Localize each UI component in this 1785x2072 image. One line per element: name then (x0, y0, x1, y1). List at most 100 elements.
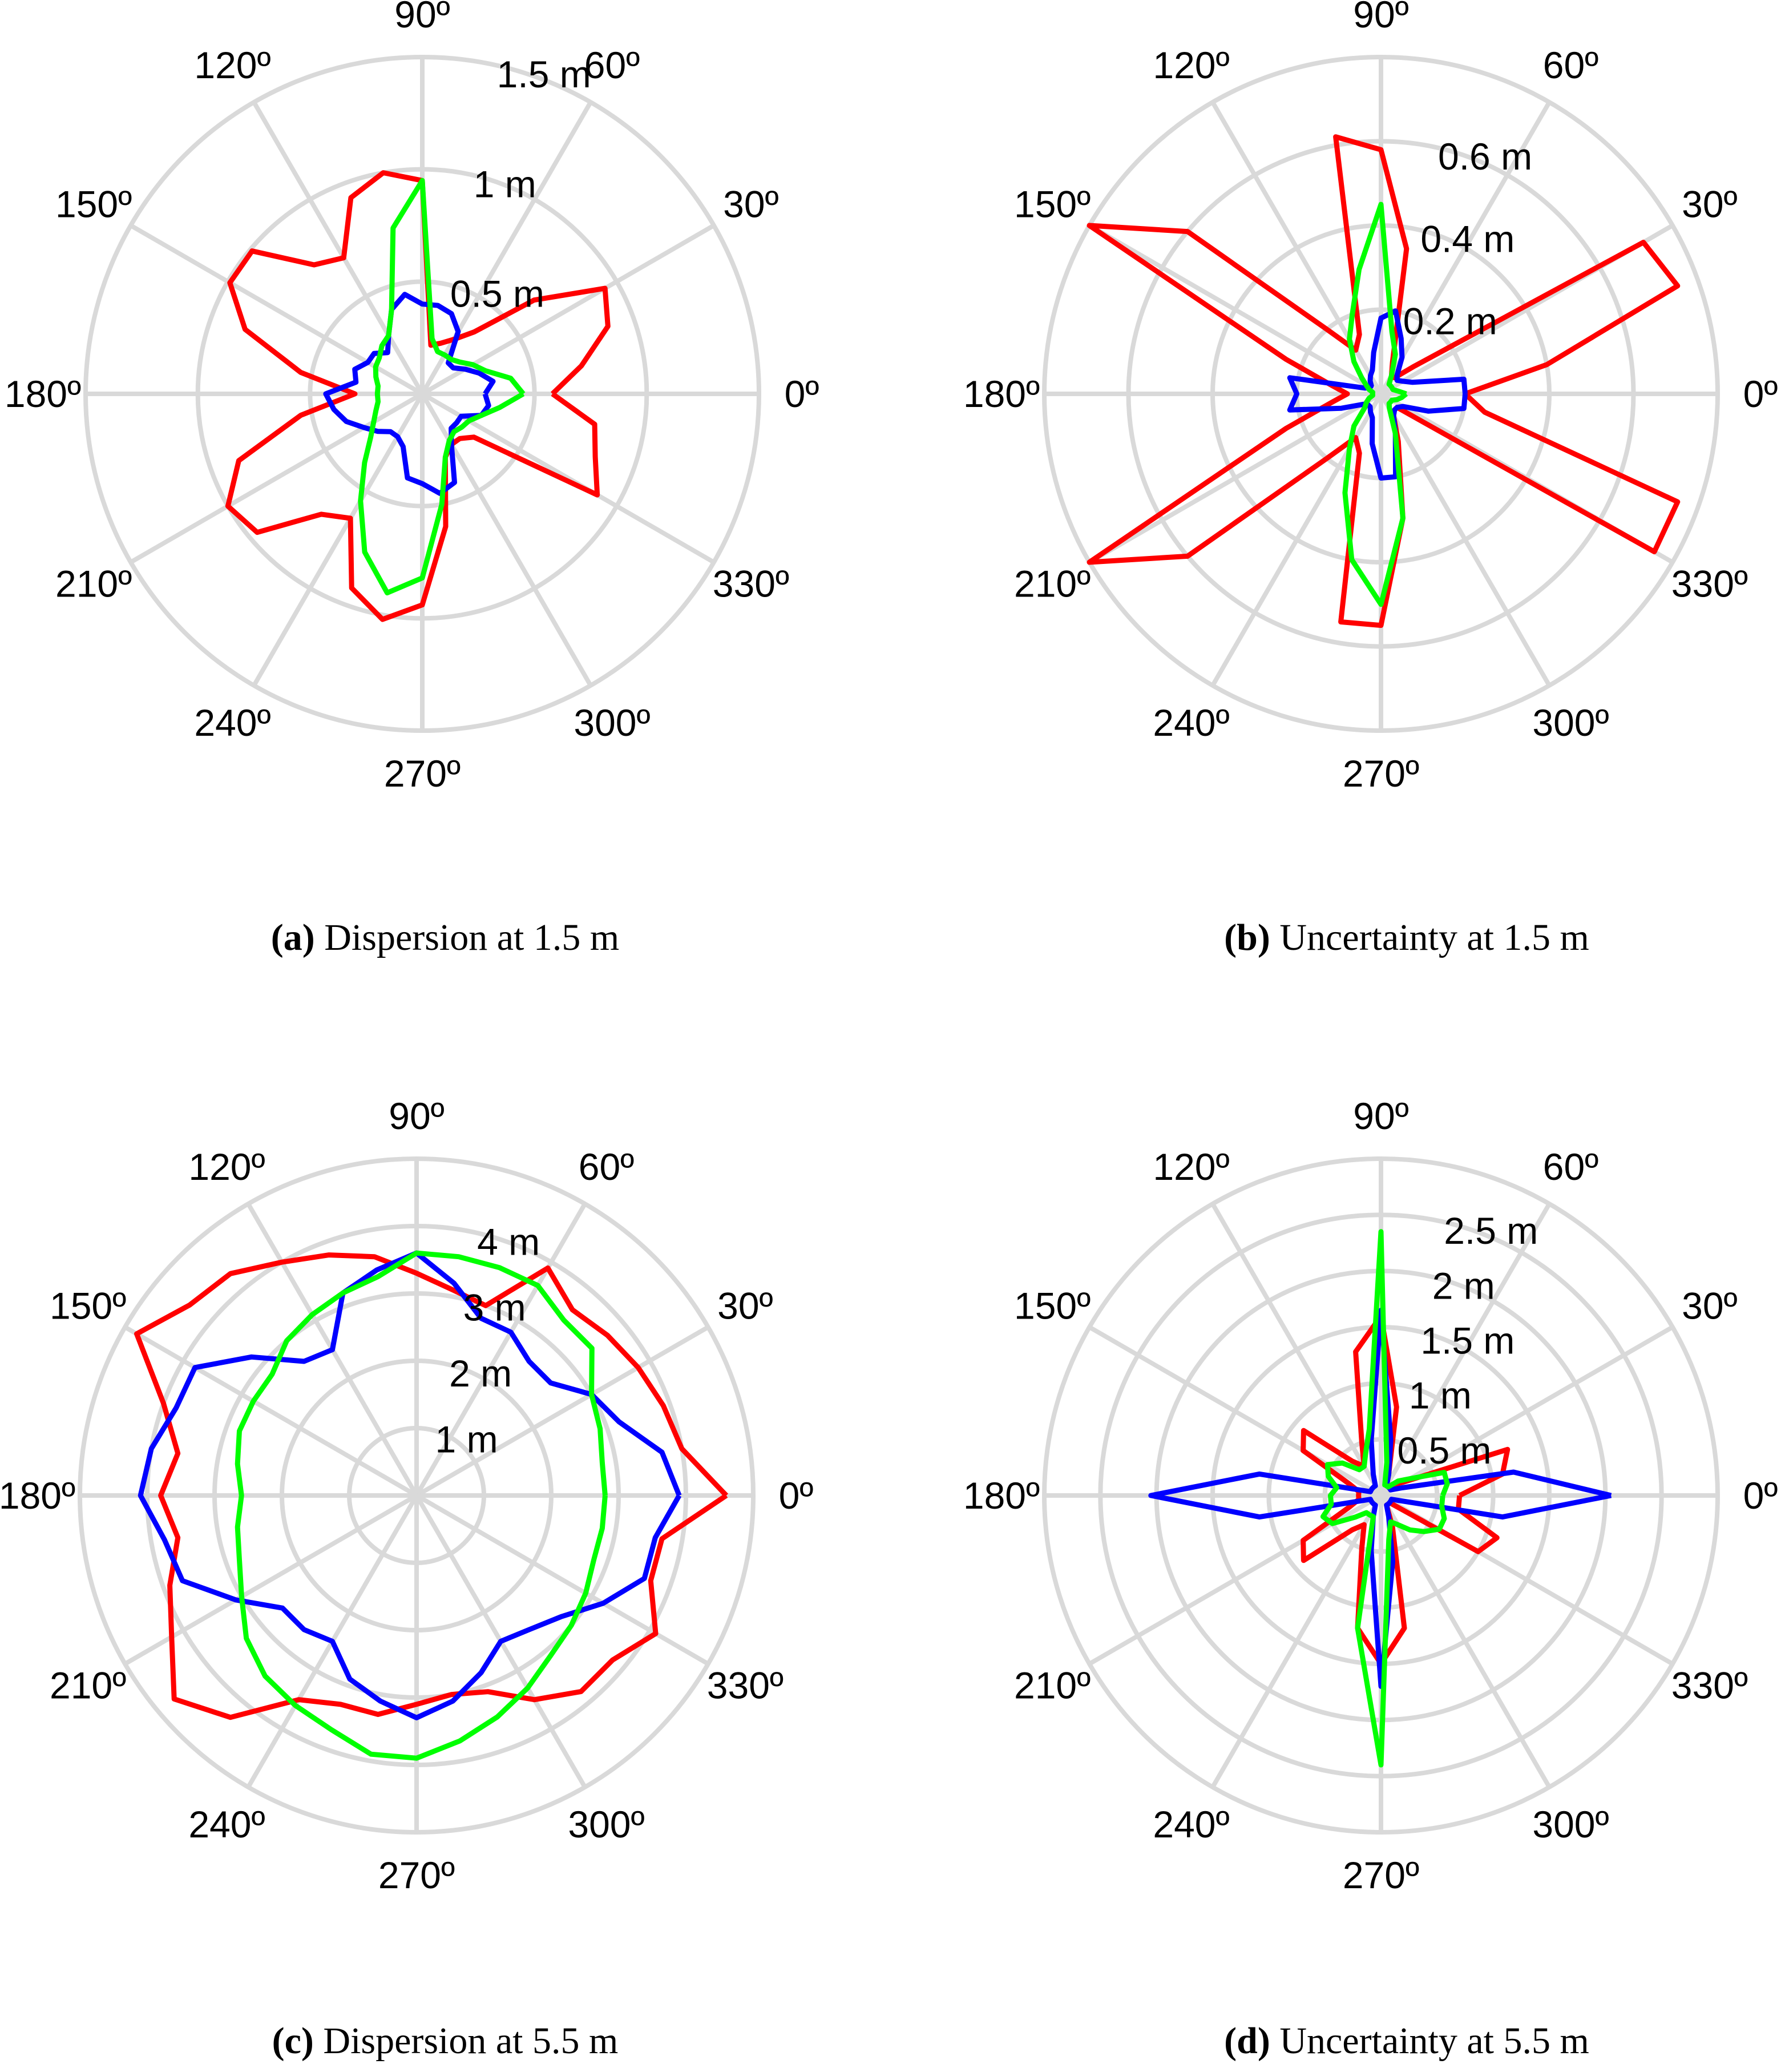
angle-tick-label: 30º (1682, 183, 1738, 225)
angle-tick-label: 60º (584, 44, 640, 86)
angle-tick-label: 210º (50, 1664, 126, 1707)
angle-tick-label: 30º (1682, 1285, 1738, 1327)
radial-tick-label: 0.5 m (1397, 1429, 1491, 1472)
angle-tick-label: 30º (723, 183, 779, 225)
grid-spoke (1210, 1494, 1383, 1788)
radial-tick-label: 2 m (449, 1352, 512, 1394)
angle-tick-label: 270º (1343, 1854, 1419, 1896)
grid-spoke (414, 1203, 587, 1497)
angle-tick-label: 300º (1532, 1803, 1609, 1845)
angle-tick-label: 270º (384, 752, 461, 795)
radial-tick-label: 0.5 m (450, 273, 544, 315)
caption-a: (a) Dispersion at 1.5 m (271, 916, 619, 960)
angle-tick-label: 300º (574, 702, 650, 744)
caption-d: (d) Uncertainty at 5.5 m (1224, 2019, 1589, 2063)
angle-tick-label: 150º (1014, 183, 1091, 225)
angle-tick-label: 30º (717, 1285, 773, 1327)
radial-tick-label: 0.6 m (1438, 135, 1532, 178)
grid-spoke (1088, 1325, 1383, 1498)
radial-tick-label: 1 m (474, 163, 536, 205)
angle-tick-label: 300º (568, 1803, 644, 1845)
angle-tick-label: 330º (707, 1664, 784, 1707)
grid-spoke (1379, 1494, 1552, 1788)
series-line-1 (134, 1252, 729, 1720)
series-line-3 (235, 1250, 608, 1761)
radial-tick-label: 2.5 m (1444, 1210, 1538, 1252)
angle-tick-label: 120º (1153, 1146, 1229, 1188)
grid-spoke (124, 1325, 418, 1498)
series-line-2 (138, 1250, 682, 1720)
angle-tick-label: 210º (55, 563, 132, 605)
radial-tick-label: 1.5 m (1420, 1319, 1515, 1361)
grid-spoke (1379, 392, 1552, 687)
angle-tick-label: 330º (1671, 1664, 1748, 1707)
grid-spoke (1210, 1203, 1383, 1497)
series-line-3 (1342, 201, 1408, 607)
angle-tick-label: 180º (0, 1474, 75, 1517)
grid-spoke (1088, 223, 1383, 396)
grid-spoke (1379, 1203, 1552, 1497)
radial-tick-label: 0.4 m (1420, 217, 1515, 260)
angle-tick-label: 60º (1543, 1146, 1599, 1188)
grid-spoke (420, 101, 593, 396)
caption-text-c: Dispersion at 5.5 m (323, 2020, 619, 2062)
grid-spoke (252, 392, 425, 687)
polar-chart-b: 0º 30º 60º 90º 120º 150º 180º 210º 240º 270º 300º 3… (963, 0, 1778, 795)
angle-tick-label: 150º (1014, 1285, 1091, 1327)
angle-tick-label: 270º (1343, 752, 1419, 795)
series-line-2 (323, 292, 496, 496)
angle-tick-label: 120º (188, 1146, 265, 1188)
radial-tick-label: 1 m (1409, 1374, 1472, 1417)
angle-tick-label: 180º (5, 373, 81, 415)
grid-spoke (1379, 101, 1552, 396)
caption-label-a: (a) (270, 917, 315, 958)
angle-tick-label: 0º (1743, 1474, 1778, 1517)
polar-chart-a: 0º 30º 60º 90º 120º 150º 180º 210º 240º 270º 300º 3… (5, 0, 819, 795)
grid-spoke (1379, 1325, 1674, 1498)
angle-tick-label: 210º (1014, 563, 1091, 605)
caption-text-b: Uncertainty at 1.5 m (1279, 917, 1589, 958)
caption-text-a: Dispersion at 1.5 m (324, 917, 620, 958)
angle-tick-label: 0º (779, 1474, 814, 1517)
grid-spoke (421, 392, 715, 565)
angle-tick-label: 240º (188, 1803, 265, 1845)
angle-tick-label: 240º (1153, 1803, 1229, 1845)
caption-label-c: (c) (272, 2020, 314, 2062)
angle-tick-label: 330º (1671, 563, 1748, 605)
polar-chart-d: 0º 30º 60º 90º 120º 150º 180º 210º 240º 270º 300º 3… (963, 1095, 1778, 1896)
radial-tick-label: 4 m (477, 1220, 540, 1263)
angle-tick-label: 270º (378, 1854, 455, 1896)
angle-tick-label: 180º (963, 373, 1040, 415)
angle-tick-label: 150º (55, 183, 132, 225)
grid-spoke (130, 223, 424, 396)
caption-label-d: (d) (1224, 2020, 1270, 2062)
series-line-3 (358, 178, 526, 596)
angle-tick-label: 240º (1153, 702, 1229, 744)
caption-c: (c) Dispersion at 5.5 m (272, 2019, 619, 2063)
grid-spoke (252, 101, 425, 396)
angle-tick-label: 150º (50, 1285, 126, 1327)
radial-tick-label: 1 m (435, 1418, 498, 1461)
grid-spoke (1088, 392, 1383, 565)
angle-tick-label: 120º (1153, 44, 1229, 86)
polar-chart-c: 0º 30º 60º 90º 120º 150º 180º 210º 240º 270º 300º 3… (0, 1095, 813, 1896)
grid-spoke (420, 392, 593, 687)
angle-tick-label: 210º (1014, 1664, 1091, 1707)
angle-tick-label: 90º (394, 0, 450, 35)
radial-tick-label: 3 m (463, 1287, 526, 1329)
radial-tick-label: 2 m (1432, 1264, 1495, 1307)
angle-tick-label: 120º (194, 44, 270, 86)
angle-tick-label: 60º (579, 1146, 635, 1188)
angle-tick-label: 60º (1543, 44, 1599, 86)
caption-label-b: (b) (1224, 917, 1270, 958)
angle-tick-label: 0º (785, 373, 819, 415)
grid-spoke (130, 392, 424, 565)
angle-tick-label: 300º (1532, 702, 1609, 744)
grid-spoke (415, 1493, 709, 1666)
angle-tick-label: 90º (1353, 1095, 1409, 1137)
caption-text-d: Uncertainty at 5.5 m (1279, 2020, 1589, 2062)
angle-tick-label: 180º (963, 1474, 1040, 1517)
angle-tick-label: 330º (713, 563, 789, 605)
radial-tick-label: 0.2 m (1403, 300, 1497, 342)
